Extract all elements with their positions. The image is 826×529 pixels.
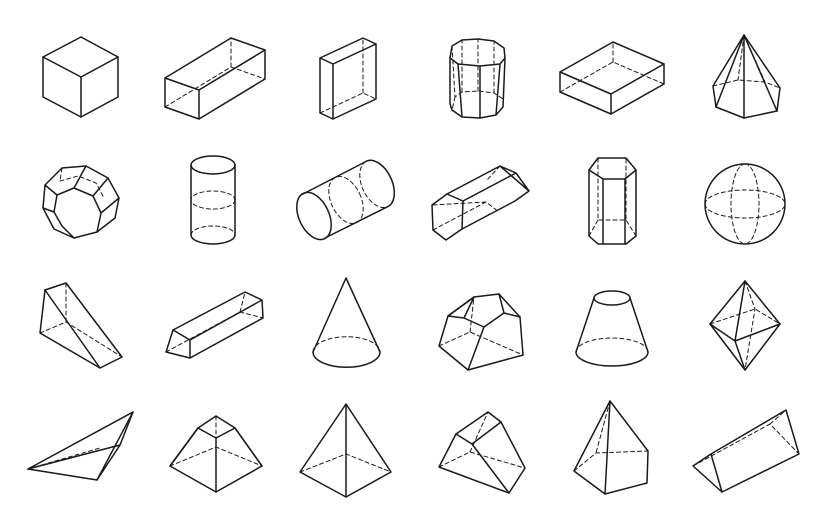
hexagonal-prism-lying-icon [431, 165, 530, 241]
pentagonal-frustum-icon [438, 293, 524, 371]
octagonal-prism-tilted-icon [42, 165, 120, 239]
triangular-pyramid-icon [299, 403, 392, 498]
wedge-icon [39, 282, 123, 369]
octahedron-icon [709, 280, 781, 371]
flat-rectangular-box-icon [559, 41, 665, 115]
cone-frustum-icon [575, 290, 649, 367]
trapezoidal-prism-icon [165, 291, 264, 359]
cone-icon [312, 277, 381, 368]
cube-icon [42, 36, 119, 118]
flat-triangular-pyramid-icon [27, 411, 134, 481]
hexagonal-prism-upright-icon [588, 157, 637, 245]
cylinder-lying-icon [296, 159, 396, 241]
sphere-icon [704, 163, 786, 245]
trapezoid-prism-angled-icon [438, 411, 526, 494]
square-slab-icon [319, 37, 377, 120]
cylinder-upright-icon [190, 155, 236, 245]
octagonal-prism-upright-icon [449, 38, 506, 119]
hexagonal-pyramid-icon [712, 34, 781, 119]
pentagonal-pyramid-icon [573, 400, 649, 495]
rectangular-prism-long-icon [164, 37, 266, 120]
square-frustum-icon [169, 415, 263, 493]
triangular-prism-icon [692, 409, 800, 493]
